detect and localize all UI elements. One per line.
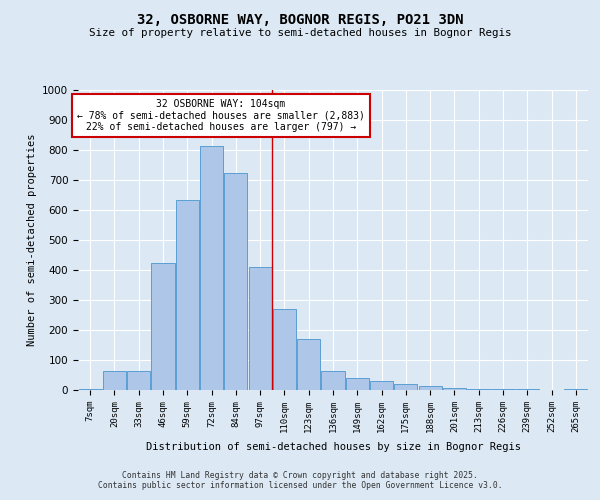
Bar [273, 309, 296, 390]
Bar [151, 262, 175, 390]
Bar [176, 200, 199, 390]
Text: Contains HM Land Registry data © Crown copyright and database right 2025.
Contai: Contains HM Land Registry data © Crown c… [98, 470, 502, 490]
Bar [248, 267, 272, 390]
Text: 32, OSBORNE WAY, BOGNOR REGIS, PO21 3DN: 32, OSBORNE WAY, BOGNOR REGIS, PO21 3DN [137, 12, 463, 26]
Bar [467, 388, 490, 390]
Bar [79, 388, 101, 390]
Bar [346, 378, 369, 390]
Bar [224, 172, 247, 390]
Bar [103, 370, 126, 390]
Y-axis label: Number of semi-detached properties: Number of semi-detached properties [26, 134, 37, 346]
Text: Distribution of semi-detached houses by size in Bognor Regis: Distribution of semi-detached houses by … [146, 442, 521, 452]
Bar [394, 384, 418, 390]
Bar [443, 388, 466, 390]
Bar [565, 389, 587, 390]
Bar [370, 381, 393, 390]
Bar [419, 386, 442, 390]
Text: 32 OSBORNE WAY: 104sqm
← 78% of semi-detached houses are smaller (2,883)
22% of : 32 OSBORNE WAY: 104sqm ← 78% of semi-det… [77, 99, 365, 132]
Bar [127, 370, 150, 390]
Text: Size of property relative to semi-detached houses in Bognor Regis: Size of property relative to semi-detach… [89, 28, 511, 38]
Bar [322, 370, 344, 390]
Bar [297, 339, 320, 390]
Bar [491, 389, 515, 390]
Bar [200, 146, 223, 390]
